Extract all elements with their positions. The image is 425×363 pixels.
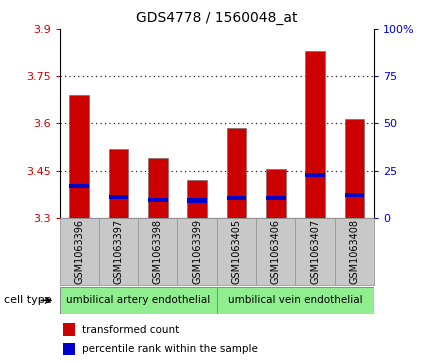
- Title: GDS4778 / 1560048_at: GDS4778 / 1560048_at: [136, 11, 298, 25]
- Bar: [148, 197, 167, 201]
- Text: GSM1063396: GSM1063396: [74, 219, 84, 284]
- FancyBboxPatch shape: [60, 218, 99, 285]
- Bar: [62, 343, 75, 355]
- Text: transformed count: transformed count: [82, 325, 179, 335]
- Text: GSM1063406: GSM1063406: [271, 219, 281, 284]
- Bar: [148, 158, 167, 218]
- FancyBboxPatch shape: [138, 218, 178, 285]
- FancyBboxPatch shape: [335, 218, 374, 285]
- Bar: [69, 184, 89, 188]
- FancyBboxPatch shape: [256, 218, 295, 285]
- Text: cell type: cell type: [4, 295, 52, 305]
- Bar: [109, 148, 128, 218]
- FancyBboxPatch shape: [217, 287, 374, 314]
- Text: GSM1063408: GSM1063408: [349, 219, 360, 284]
- Bar: [266, 196, 286, 200]
- Bar: [62, 323, 75, 336]
- Bar: [227, 196, 246, 200]
- FancyBboxPatch shape: [295, 218, 335, 285]
- Bar: [187, 180, 207, 218]
- Text: umbilical artery endothelial: umbilical artery endothelial: [66, 295, 210, 305]
- Text: GSM1063397: GSM1063397: [113, 219, 124, 284]
- Text: GSM1063398: GSM1063398: [153, 219, 163, 284]
- Text: GSM1063407: GSM1063407: [310, 219, 320, 284]
- FancyBboxPatch shape: [99, 218, 138, 285]
- Bar: [69, 95, 89, 218]
- Bar: [227, 128, 246, 218]
- Text: GSM1063405: GSM1063405: [231, 219, 241, 284]
- Bar: [345, 119, 364, 218]
- FancyBboxPatch shape: [60, 287, 217, 314]
- Text: percentile rank within the sample: percentile rank within the sample: [82, 344, 258, 354]
- Bar: [305, 173, 325, 178]
- Bar: [345, 193, 364, 197]
- Bar: [266, 169, 286, 218]
- FancyBboxPatch shape: [178, 218, 217, 285]
- Text: umbilical vein endothelial: umbilical vein endothelial: [228, 295, 363, 305]
- Text: GSM1063399: GSM1063399: [192, 219, 202, 284]
- Bar: [305, 51, 325, 218]
- Bar: [187, 199, 207, 203]
- FancyBboxPatch shape: [217, 218, 256, 285]
- Bar: [109, 195, 128, 199]
